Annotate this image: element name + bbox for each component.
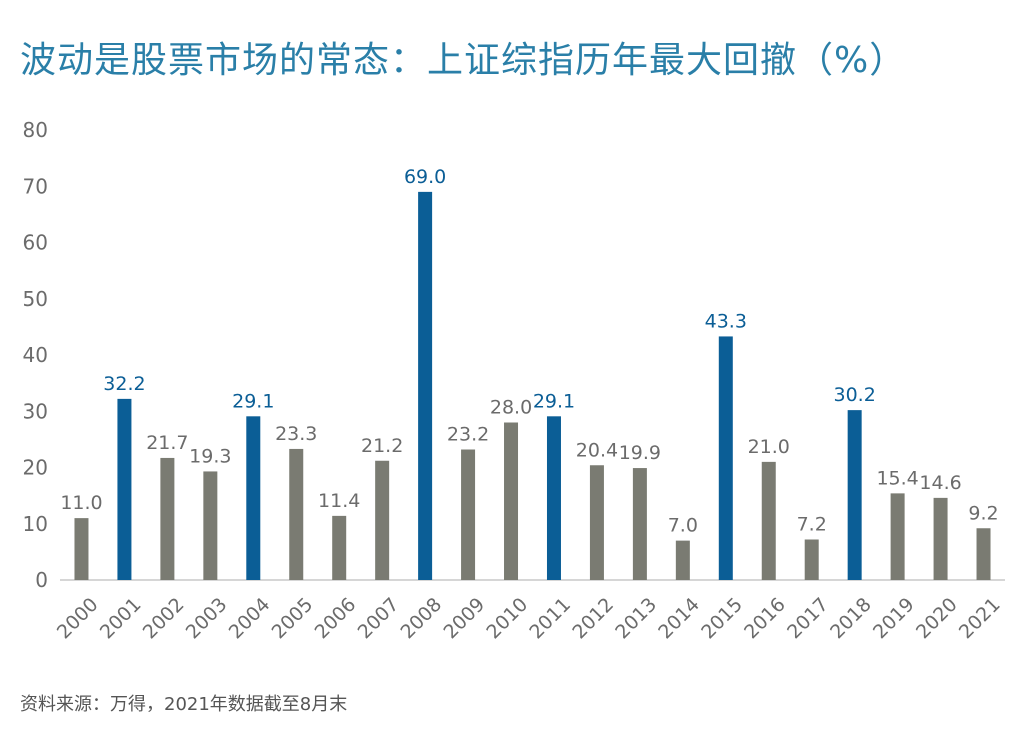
data-label-2009: 23.2 xyxy=(447,424,489,446)
bar-2012 xyxy=(589,465,604,580)
data-label-2006: 11.4 xyxy=(318,490,360,512)
x-tick-label-2019: 2019 xyxy=(869,594,919,644)
x-tick-label-2013: 2013 xyxy=(611,594,661,644)
x-tick-label-2021: 2021 xyxy=(955,594,1005,644)
x-tick-label-2016: 2016 xyxy=(740,594,790,644)
x-tick-label-2018: 2018 xyxy=(826,594,876,644)
y-tick-label: 50 xyxy=(23,287,48,311)
x-tick-label-2017: 2017 xyxy=(783,594,833,644)
y-tick-label: 80 xyxy=(23,118,48,142)
data-label-2007: 21.2 xyxy=(361,435,403,457)
bar-2014 xyxy=(675,540,690,580)
y-tick-label: 40 xyxy=(23,343,48,367)
bar-2000 xyxy=(74,518,89,580)
source-note: 资料来源：万得，2021年数据截至8月末 xyxy=(20,694,348,715)
data-label-2005: 23.3 xyxy=(275,423,317,445)
x-tick-label-2007: 2007 xyxy=(354,594,404,644)
bar-2010 xyxy=(504,422,519,580)
bar-2009 xyxy=(461,449,476,580)
data-label-2011: 29.1 xyxy=(533,390,575,412)
bar-2018 xyxy=(847,410,862,580)
bar-2020 xyxy=(933,497,948,580)
bar-2015 xyxy=(718,336,733,580)
bar-2004 xyxy=(246,416,261,580)
data-label-2008: 69.0 xyxy=(404,166,446,188)
data-label-2021: 9.2 xyxy=(968,502,998,524)
data-label-2003: 19.3 xyxy=(189,445,231,467)
bar-2005 xyxy=(289,448,304,580)
data-label-2017: 7.2 xyxy=(797,514,827,536)
data-label-2015: 43.3 xyxy=(705,310,747,332)
data-label-2000: 11.0 xyxy=(60,492,102,514)
data-label-2001: 32.2 xyxy=(103,373,145,395)
x-tick-label-2010: 2010 xyxy=(482,594,532,644)
bar-2008 xyxy=(418,191,433,580)
bar-2019 xyxy=(890,493,905,580)
bar-2021 xyxy=(976,528,991,580)
x-tick-label-2020: 2020 xyxy=(912,594,962,644)
x-tick-label-2002: 2002 xyxy=(139,594,189,644)
x-tick-label-2000: 2000 xyxy=(53,594,103,644)
x-tick-label-2003: 2003 xyxy=(182,594,232,644)
x-tick-label-2009: 2009 xyxy=(439,594,489,644)
x-tick-label-2001: 2001 xyxy=(96,594,146,644)
y-tick-label: 30 xyxy=(23,399,48,423)
x-tick-label-2006: 2006 xyxy=(311,594,361,644)
bar-2017 xyxy=(804,539,819,580)
data-label-2014: 7.0 xyxy=(668,515,698,537)
x-tick-label-2014: 2014 xyxy=(654,594,704,644)
bar-2006 xyxy=(332,515,347,580)
chart-title: 波动是股票市场的常态：上证综指历年最大回撤（%） xyxy=(20,40,907,81)
y-tick-label: 70 xyxy=(23,174,48,198)
y-tick-label: 60 xyxy=(23,231,48,255)
x-tick-label-2005: 2005 xyxy=(268,594,318,644)
x-tick-label-2015: 2015 xyxy=(697,594,747,644)
data-label-2013: 19.9 xyxy=(619,442,661,464)
bar-2013 xyxy=(632,468,647,580)
x-tick-label-2011: 2011 xyxy=(525,594,575,644)
x-tick-label-2012: 2012 xyxy=(568,594,618,644)
x-tick-label-2004: 2004 xyxy=(225,594,275,644)
bar-2007 xyxy=(375,460,390,580)
data-label-2020: 14.6 xyxy=(919,472,961,494)
data-label-2019: 15.4 xyxy=(876,467,918,489)
data-label-2004: 29.1 xyxy=(232,390,274,412)
bar-2003 xyxy=(203,471,218,580)
bar-2002 xyxy=(160,457,175,580)
data-label-2018: 30.2 xyxy=(834,384,876,406)
bar-2016 xyxy=(761,461,776,580)
data-label-2012: 20.4 xyxy=(576,439,618,461)
y-tick-label: 0 xyxy=(35,568,48,592)
y-tick-label: 10 xyxy=(23,512,48,536)
data-label-2010: 28.0 xyxy=(490,397,532,419)
y-tick-label: 20 xyxy=(23,456,48,480)
bar-2011 xyxy=(546,416,561,580)
data-label-2002: 21.7 xyxy=(146,432,188,454)
x-tick-label-2008: 2008 xyxy=(397,594,447,644)
bar-2001 xyxy=(117,398,132,580)
data-label-2016: 21.0 xyxy=(748,436,790,458)
